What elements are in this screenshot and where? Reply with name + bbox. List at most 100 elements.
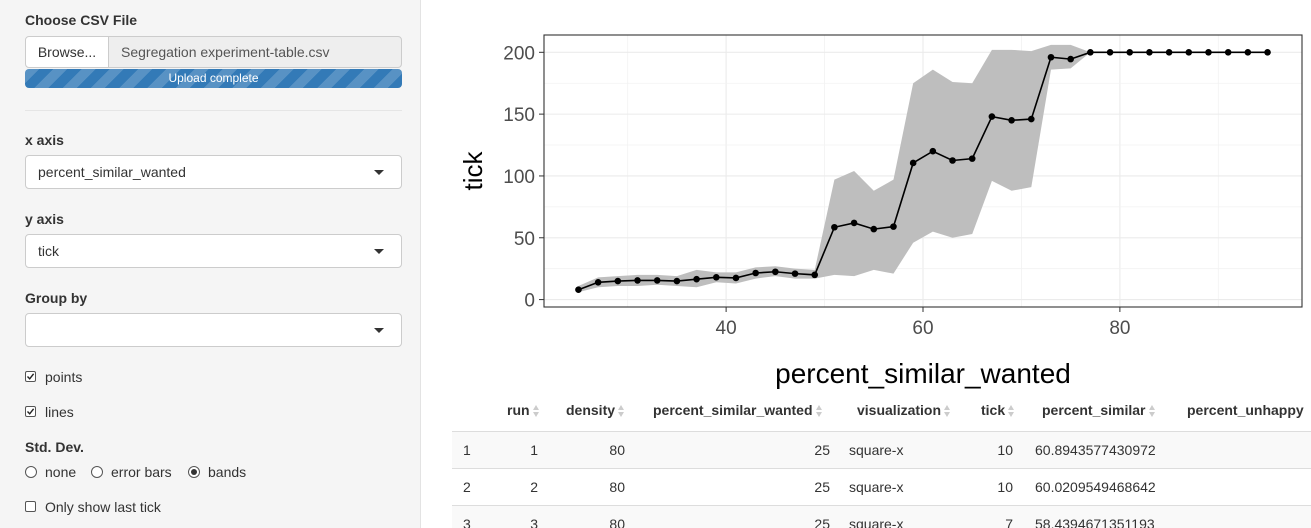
data-point xyxy=(653,277,661,284)
data-point xyxy=(890,223,897,230)
chevron-down-icon xyxy=(374,328,384,333)
y-axis-select-value: tick xyxy=(38,243,59,259)
data-point xyxy=(1146,49,1153,56)
file-input-label: Choose CSV File xyxy=(25,12,138,28)
data-point xyxy=(712,274,720,281)
plot-area: 0 50 100 150 200 40 60 80 percent_similar_wanted… xyxy=(440,0,1311,395)
data-point xyxy=(1224,49,1232,56)
cell-visualization: square-x xyxy=(849,442,904,458)
data-point xyxy=(1185,49,1193,56)
data-point xyxy=(614,277,622,285)
x-tick-label: 60 xyxy=(912,318,933,339)
line-chart: 0 50 100 150 200 40 60 80 percent_similar_wanted… xyxy=(458,34,1303,389)
radio-label: none xyxy=(45,464,77,480)
cell-density: 80 xyxy=(609,442,625,458)
cell-tick: 7 xyxy=(1005,516,1013,528)
upload-progress-bar: Upload complete xyxy=(25,69,402,88)
group-by-label: Group by xyxy=(25,290,88,306)
data-point xyxy=(811,271,819,279)
data-point xyxy=(634,277,641,284)
data-point xyxy=(831,223,838,231)
row-index: 1 xyxy=(463,442,471,458)
x-tick-label: 80 xyxy=(1109,318,1130,339)
data-point xyxy=(1087,49,1094,56)
radio-button[interactable] xyxy=(188,466,200,478)
std-dev-label: Std. Dev. xyxy=(25,439,84,455)
file-name-field: Segregation experiment-table.csv xyxy=(108,36,402,68)
y-axis-label: y axis xyxy=(25,211,64,227)
table-header-row: run density percent_similar_wanted visua… xyxy=(452,393,1311,432)
data-point xyxy=(1027,115,1035,123)
column-header-density[interactable]: density xyxy=(566,402,625,418)
chevron-down-icon xyxy=(374,249,384,254)
x-axis-label: x axis xyxy=(25,132,64,148)
cell-percent-similar: 60.8943577430972 xyxy=(1035,442,1156,458)
divider xyxy=(25,110,402,111)
group-by-select[interactable] xyxy=(25,313,402,347)
lines-checkbox[interactable] xyxy=(25,406,36,417)
row-index: 3 xyxy=(463,516,471,528)
data-point xyxy=(1067,55,1074,63)
sort-icon[interactable] xyxy=(1008,405,1015,418)
cell-percent-similar-wanted: 25 xyxy=(814,516,830,528)
data-point xyxy=(929,147,937,155)
sort-icon[interactable] xyxy=(1148,405,1156,418)
column-header-run[interactable]: run xyxy=(507,402,540,418)
upload-status-text: Upload complete xyxy=(168,71,259,85)
data-point xyxy=(909,159,917,167)
y-tick-label: 150 xyxy=(503,105,535,126)
radio-button[interactable] xyxy=(25,466,37,478)
data-table: run density percent_similar_wanted visua… xyxy=(452,393,1311,528)
table-row[interactable]: 2 2 80 25 square-x 10 60.0209549468642 xyxy=(452,468,1311,506)
column-header-percent-similar-wanted[interactable]: percent_similar_wanted xyxy=(653,402,823,418)
column-header-percent-similar[interactable]: percent_similar xyxy=(1042,402,1156,418)
data-point xyxy=(575,286,582,293)
column-header-percent-unhappy[interactable]: percent_unhappy xyxy=(1187,402,1304,418)
browse-button[interactable]: Browse... xyxy=(25,36,109,68)
data-point xyxy=(1244,49,1252,56)
points-checkbox[interactable] xyxy=(25,371,36,382)
data-point xyxy=(693,275,700,283)
data-point xyxy=(850,219,858,227)
radio-button[interactable] xyxy=(91,466,103,478)
x-tick-label: 40 xyxy=(716,318,737,339)
data-point xyxy=(1126,49,1134,56)
cell-run: 1 xyxy=(530,442,538,458)
x-axis-select[interactable]: percent_similar_wanted xyxy=(25,155,402,189)
file-input-group: Browse... Segregation experiment-table.c… xyxy=(25,36,402,68)
sort-icon[interactable] xyxy=(532,405,540,418)
y-axis-select[interactable]: tick xyxy=(25,234,402,268)
cell-tick: 10 xyxy=(997,442,1013,458)
column-header-visualization[interactable]: visualization xyxy=(857,402,951,418)
points-checkbox-label: points xyxy=(45,369,83,385)
cell-percent-similar: 60.0209549468642 xyxy=(1035,479,1156,495)
x-axis-select-value: percent_similar_wanted xyxy=(38,164,186,180)
cell-tick: 10 xyxy=(997,479,1013,495)
data-point xyxy=(949,157,956,164)
data-point xyxy=(1165,49,1173,56)
data-point xyxy=(988,113,996,120)
table-row[interactable]: 3 3 80 25 square-x 7 58.4394671351193 xyxy=(452,505,1311,528)
sort-icon[interactable] xyxy=(618,405,625,418)
radio-label: error bars xyxy=(111,464,172,480)
table-row[interactable]: 1 1 80 25 square-x 10 60.8943577430972 xyxy=(452,431,1311,469)
last-tick-checkbox-label: Only show last tick xyxy=(45,499,161,515)
data-point xyxy=(772,268,779,276)
cell-run: 3 xyxy=(530,516,538,528)
data-point xyxy=(1106,49,1114,56)
data-point xyxy=(1205,49,1212,56)
y-tick-label: 200 xyxy=(503,43,535,64)
last-tick-checkbox[interactable] xyxy=(25,501,36,512)
std-dev-band xyxy=(578,44,1268,293)
data-point xyxy=(870,225,878,233)
y-axis-title: tick xyxy=(458,151,488,191)
radio-label: bands xyxy=(208,464,247,480)
lines-checkbox-label: lines xyxy=(45,404,74,420)
std-dev-radio-group: none error bars bands xyxy=(25,464,405,480)
sort-icon[interactable] xyxy=(944,405,951,418)
cell-run: 2 xyxy=(530,479,538,495)
column-header-tick[interactable]: tick xyxy=(981,402,1015,418)
sort-icon[interactable] xyxy=(815,405,823,418)
data-point xyxy=(752,269,759,277)
x-axis-title: percent_similar_wanted xyxy=(775,358,1071,389)
